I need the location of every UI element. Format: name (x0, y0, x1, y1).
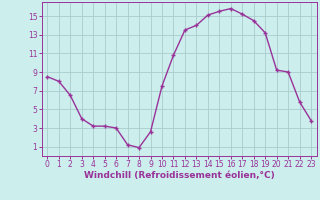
X-axis label: Windchill (Refroidissement éolien,°C): Windchill (Refroidissement éolien,°C) (84, 171, 275, 180)
